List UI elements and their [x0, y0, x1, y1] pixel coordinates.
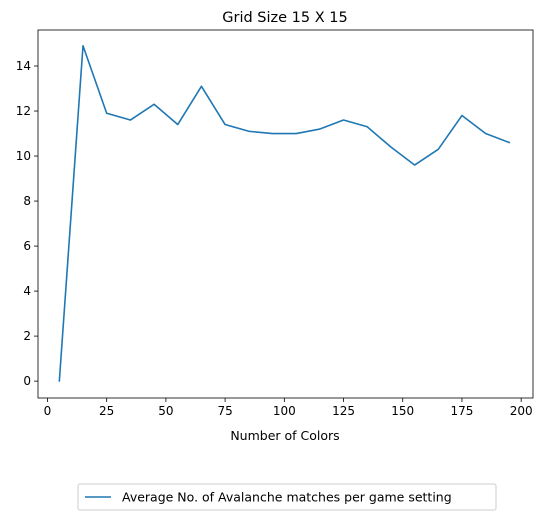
- x-tick-label: 200: [510, 404, 533, 418]
- y-tick-label: 6: [23, 239, 31, 253]
- x-tick-label: 175: [450, 404, 473, 418]
- x-tick-label: 125: [332, 404, 355, 418]
- y-tick-label: 2: [23, 329, 31, 343]
- x-tick-label: 75: [217, 404, 232, 418]
- x-tick-label: 50: [158, 404, 173, 418]
- series-line: [58, 44, 511, 382]
- legend: Average No. of Avalanche matches per gam…: [77, 483, 497, 511]
- x-tick-label: 0: [44, 404, 52, 418]
- axis-ticks: 0 25 50 75 100 125 150 175 200 0 2 4 6 8 10 12 14: [16, 59, 533, 418]
- y-tick-label: 14: [16, 59, 31, 73]
- series-group: [58, 44, 511, 382]
- x-tick-label: 25: [99, 404, 114, 418]
- y-tick-label: 0: [23, 374, 31, 388]
- legend-label: Average No. of Avalanche matches per gam…: [122, 490, 452, 505]
- x-tick-label: 150: [391, 404, 414, 418]
- x-tick-label: 100: [273, 404, 296, 418]
- y-tick-label: 12: [16, 104, 31, 118]
- y-tick-label: 4: [23, 284, 31, 298]
- x-axis-label: Number of Colors: [230, 428, 339, 443]
- y-tick-label: 8: [23, 194, 31, 208]
- y-tick-label: 10: [16, 149, 31, 163]
- legend-frame: [77, 483, 497, 511]
- chart-title: Grid Size 15 X 15: [222, 10, 347, 26]
- plot-frame: [37, 29, 534, 399]
